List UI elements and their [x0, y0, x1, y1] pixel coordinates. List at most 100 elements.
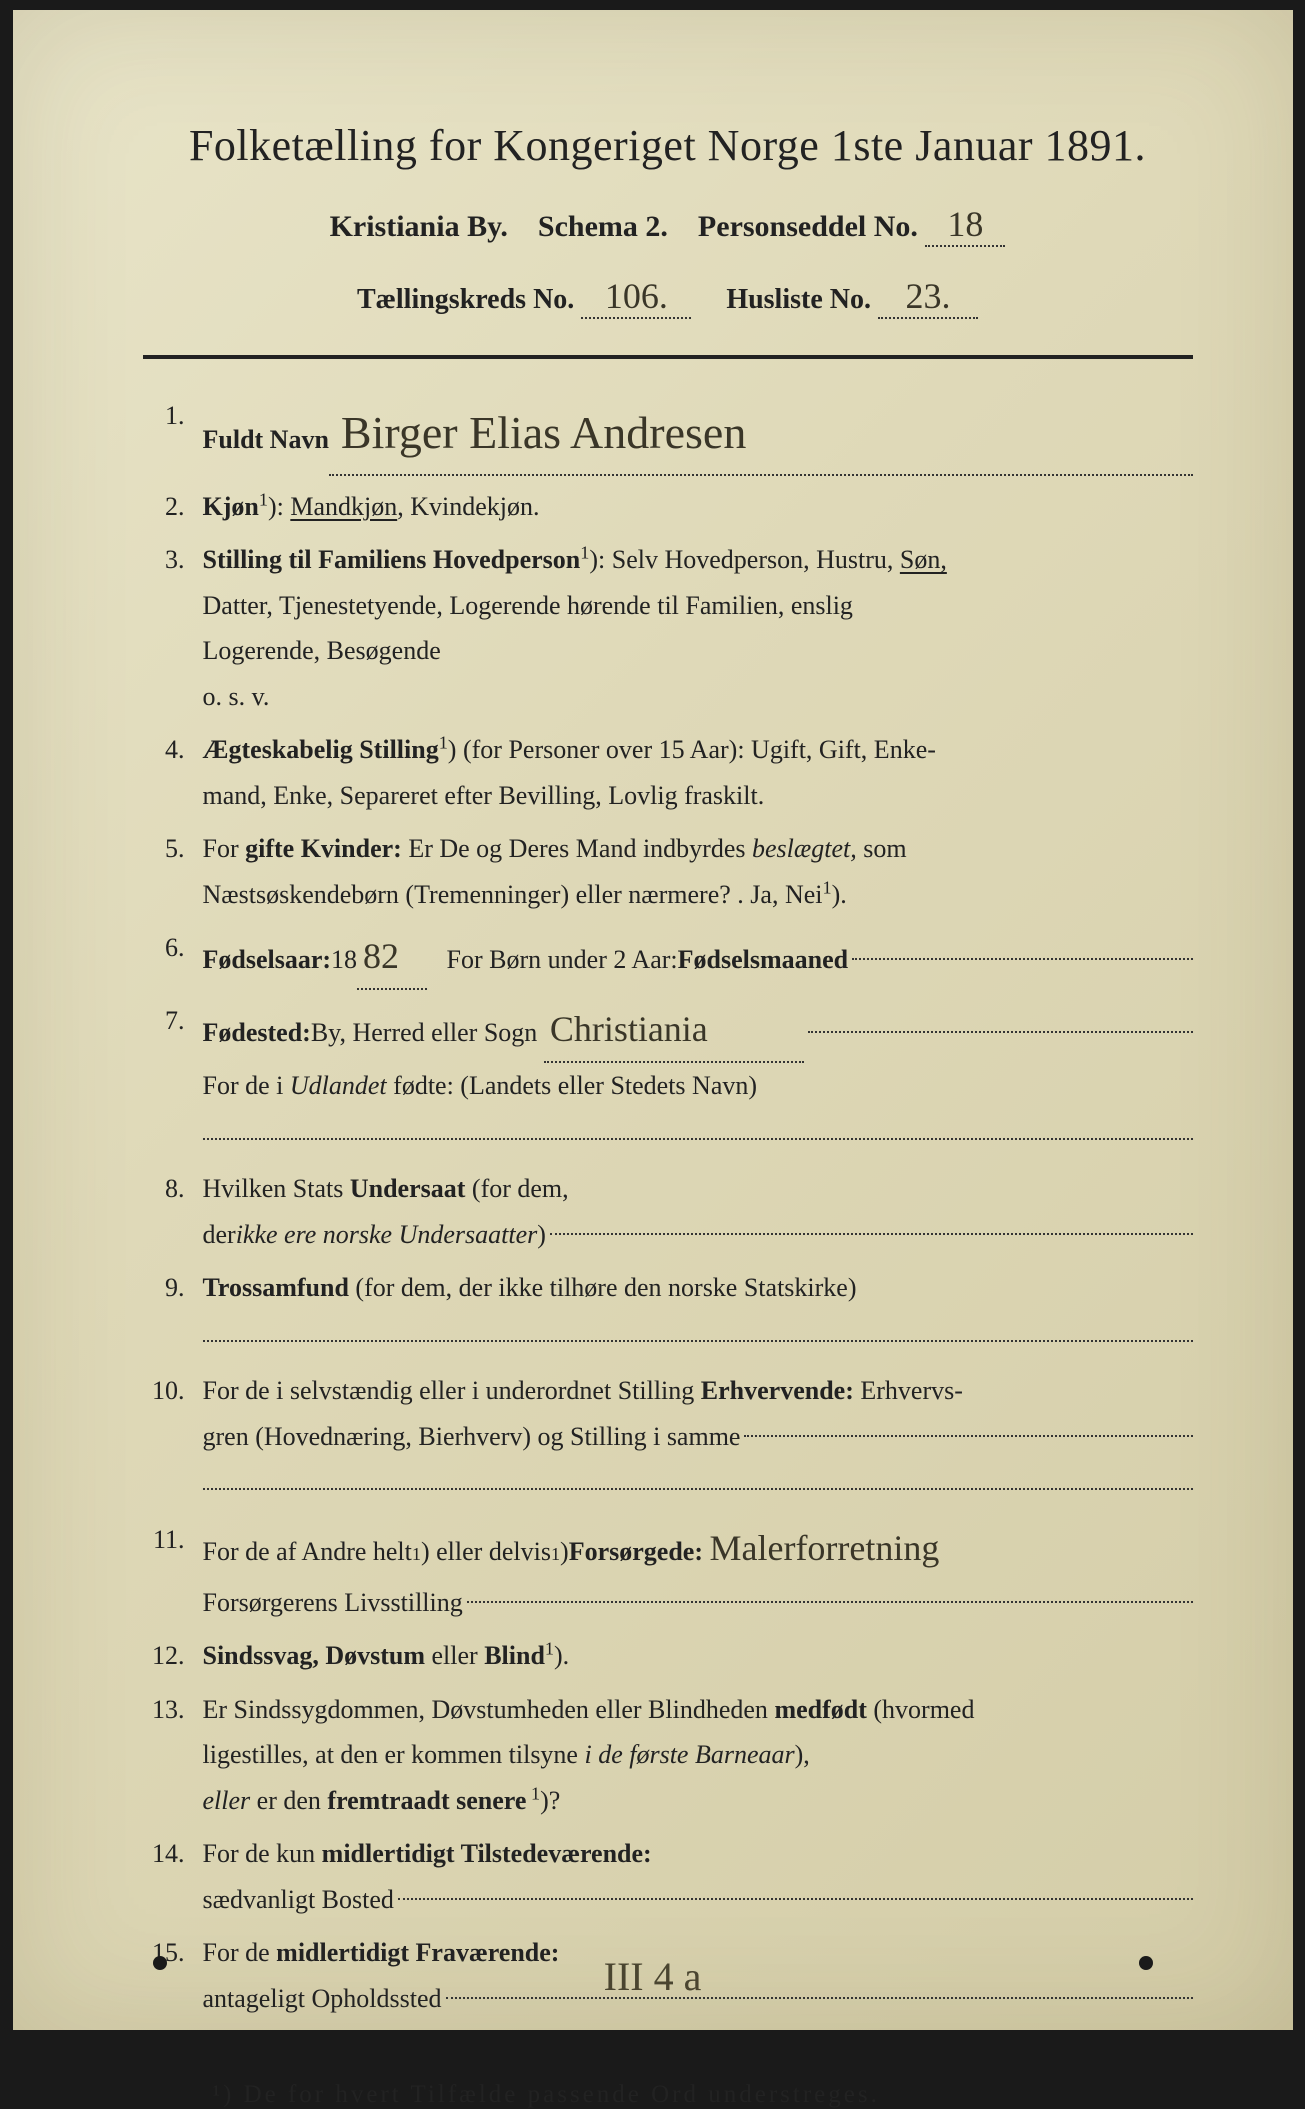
personseddel-label: Personseddel No.: [698, 210, 918, 243]
main-title: Folketælling for Kongeriget Norge 1ste J…: [143, 120, 1193, 171]
f7-text: By, Herred eller Sogn: [311, 1010, 537, 1056]
f7-em: Udlandet: [290, 1071, 387, 1100]
f9-text: (for dem, der ikke tilhøre den norske St…: [349, 1273, 857, 1302]
birthplace-value: Christiania: [544, 998, 804, 1063]
f13-text2: (hvormed: [867, 1695, 975, 1724]
f4-line2: mand, Enke, Separeret efter Bevilling, L…: [203, 781, 765, 810]
field-label: Fødested:: [203, 1010, 311, 1056]
f5-text: Er De og Deres Mand indbyrdes: [402, 834, 752, 863]
field-label: Sindssvag, Døvstum: [203, 1641, 426, 1670]
personseddel-value: 18: [925, 203, 1005, 247]
field-label: Trossamfund: [203, 1273, 349, 1302]
f5-text2: som: [857, 834, 907, 863]
field-label: Erhvervende:: [701, 1376, 854, 1405]
footnote-ref: 1: [526, 1783, 540, 1803]
kreds-label: Tællingskreds No.: [357, 284, 574, 315]
field-label: gifte Kvinder:: [245, 834, 402, 863]
f13-em: i de første Barneaar: [584, 1740, 794, 1769]
name-value: Birger Elias Andresen: [329, 393, 1193, 476]
field-label2: Fødselsmaaned: [678, 937, 848, 983]
f5-em: beslægtet,: [752, 834, 857, 863]
f8-line2b: ): [537, 1212, 546, 1258]
f13-text1: Er Sindssygdommen, Døvstumheden eller Bl…: [203, 1695, 775, 1724]
subtitle2-line: Tællingskreds No. 106. Husliste No. 23.: [143, 275, 1193, 319]
city-label: Kristiania By.: [330, 210, 508, 243]
f3-line2: Datter, Tjenestetyende, Logerende hørend…: [203, 591, 853, 620]
footnote-ref: 1: [580, 542, 589, 562]
field-label: medfødt: [774, 1695, 866, 1724]
f7-line2a: For de i: [203, 1071, 290, 1100]
footnote-ref: 1: [412, 1539, 421, 1571]
dotfill: [852, 958, 1192, 960]
footnote-text: ¹) De for hvert Tilfælde passende Ord un…: [143, 2081, 1193, 2109]
f5-line2: Næstsøskendebørn (Tremenninger) eller næ…: [203, 880, 823, 909]
dotfill: [398, 1898, 1193, 1900]
field-num: 6.: [143, 925, 203, 990]
field-num: 7.: [143, 998, 203, 1154]
field-num: 12.: [143, 1633, 203, 1679]
f12-tail: ).: [554, 1641, 569, 1670]
archival-mark: III 4 a: [13, 1953, 1293, 2000]
f4-opts: Ugift, Gift, Enke-: [751, 735, 936, 764]
f11-text1: For de af Andre helt: [203, 1529, 412, 1575]
footnote-ref: 1: [545, 1638, 554, 1658]
dotfill: [550, 1233, 1193, 1235]
field-label: Kjøn: [203, 492, 259, 521]
f3-line1: : Selv Hovedperson, Hustru,: [598, 545, 900, 574]
f13-line2a: ligestilles, at den er kommen tilsyne: [203, 1740, 585, 1769]
f6-prefix: 18: [331, 937, 357, 983]
field-2: 2. Kjøn1): Mandkjøn, Kvindekjøn.: [143, 484, 1193, 530]
husliste-label: Husliste No.: [726, 284, 871, 315]
field-num: 14.: [143, 1831, 203, 1922]
f13-line3c: )?: [540, 1786, 560, 1815]
field-label: Ægteskabelig Stilling: [203, 735, 439, 764]
f5-line2b: ).: [832, 880, 847, 909]
field-num: 10.: [143, 1368, 203, 1505]
footnote-ref: 1: [439, 732, 448, 752]
birthyear-value: 82: [357, 925, 427, 990]
field-num: 5.: [143, 826, 203, 917]
field-3: 3. Stilling til Familiens Hovedperson1):…: [143, 537, 1193, 719]
field-num: 11.: [143, 1517, 203, 1626]
field-6: 6. Fødselsaar: 1882 For Børn under 2 Aar…: [143, 925, 1193, 990]
field-num: 13.: [143, 1687, 203, 1824]
f8-text2: (for dem,: [465, 1174, 568, 1203]
footnote-ref: 1: [259, 489, 268, 509]
field-1: 1. Fuldt Navn Birger Elias Andresen: [143, 393, 1193, 476]
f8-line2a: der: [203, 1212, 236, 1258]
field-label: Stilling til Familiens Hovedperson: [203, 545, 581, 574]
f10-text2: Erhvervs-: [854, 1376, 963, 1405]
dotfill: [467, 1601, 1193, 1603]
divider: [143, 355, 1193, 359]
field-9: 9. Trossamfund (for dem, der ikke tilhør…: [143, 1265, 1193, 1356]
field-label: Fuldt Navn: [203, 417, 329, 463]
field-label2: Blind: [484, 1641, 545, 1670]
field-num: 3.: [143, 537, 203, 719]
kreds-value: 106.: [581, 275, 691, 319]
field-num: 9.: [143, 1265, 203, 1356]
field-num: 4.: [143, 727, 203, 818]
f8-em: ikke ere norske Undersaatter: [236, 1212, 538, 1258]
field-4: 4. Ægteskabelig Stilling1) (for Personer…: [143, 727, 1193, 818]
subtitle-line: Kristiania By. Schema 2. Personseddel No…: [143, 203, 1193, 247]
husliste-value: 23.: [878, 275, 978, 319]
pin-mark-icon: [1139, 1956, 1153, 1970]
f7-line2b: fødte: (Landets eller Stedets Navn): [387, 1071, 757, 1100]
f11-text3: ): [560, 1529, 569, 1575]
f4-paren: (for Personer over 15 Aar):: [456, 735, 751, 764]
field-num: 8.: [143, 1166, 203, 1257]
field-7: 7. Fødested: By, Herred eller Sogn Chris…: [143, 998, 1193, 1154]
f10-line2: gren (Hovednæring, Bierhverv) og Stillin…: [203, 1414, 741, 1460]
footnote-ref: 1: [551, 1539, 560, 1571]
f5-prefix: For: [203, 834, 246, 863]
f14-line2: sædvanligt Bosted: [203, 1877, 394, 1923]
field-14: 14. For de kun midlertidigt Tilstedevære…: [143, 1831, 1193, 1922]
dotfill: [744, 1435, 1192, 1437]
f6-mid: For Børn under 2 Aar:: [447, 937, 678, 983]
dotfill: [203, 1322, 1193, 1342]
field-label: Undersaat: [350, 1174, 466, 1203]
provider-value: Malerforretning: [709, 1517, 1192, 1580]
census-form-paper: Folketælling for Kongeriget Norge 1ste J…: [13, 10, 1293, 2030]
f11-text2: ) eller delvis: [421, 1529, 551, 1575]
sex-selected: Mandkjøn: [290, 492, 397, 521]
